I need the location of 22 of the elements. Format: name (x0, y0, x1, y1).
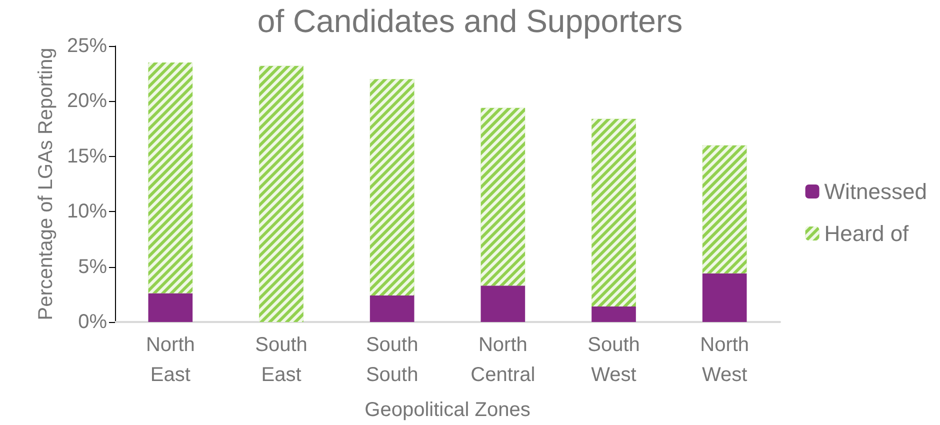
y-tick-label: 25% (66, 35, 108, 57)
bar (702, 273, 747, 322)
y-tick-label: 0% (78, 311, 108, 333)
x-axis-title: Geopolitical Zones (364, 399, 530, 421)
x-tick-label: South West (588, 334, 640, 386)
bar (592, 306, 636, 322)
legend-label: Witnessed (824, 179, 928, 204)
legend-label: Heard of (824, 221, 910, 246)
y-tick-label: 5% (78, 256, 108, 278)
x-tick-label: North West (700, 334, 750, 386)
y-tick-label: 15% (66, 145, 108, 168)
y-tick-label: 10% (66, 200, 108, 223)
y-axis-title: Percentage of LGAs Reporting (35, 48, 58, 320)
x-tick-label: North Central (470, 334, 536, 386)
bar (480, 286, 526, 322)
x-tick-label: South East (255, 334, 308, 386)
bar (148, 293, 193, 322)
y-tick-label: 20% (66, 90, 108, 112)
bar (370, 296, 414, 322)
x-tick-label: South South (366, 334, 418, 386)
chart-title: of Candidates and Supporters (257, 3, 683, 39)
x-tick-label: North East (146, 334, 195, 386)
